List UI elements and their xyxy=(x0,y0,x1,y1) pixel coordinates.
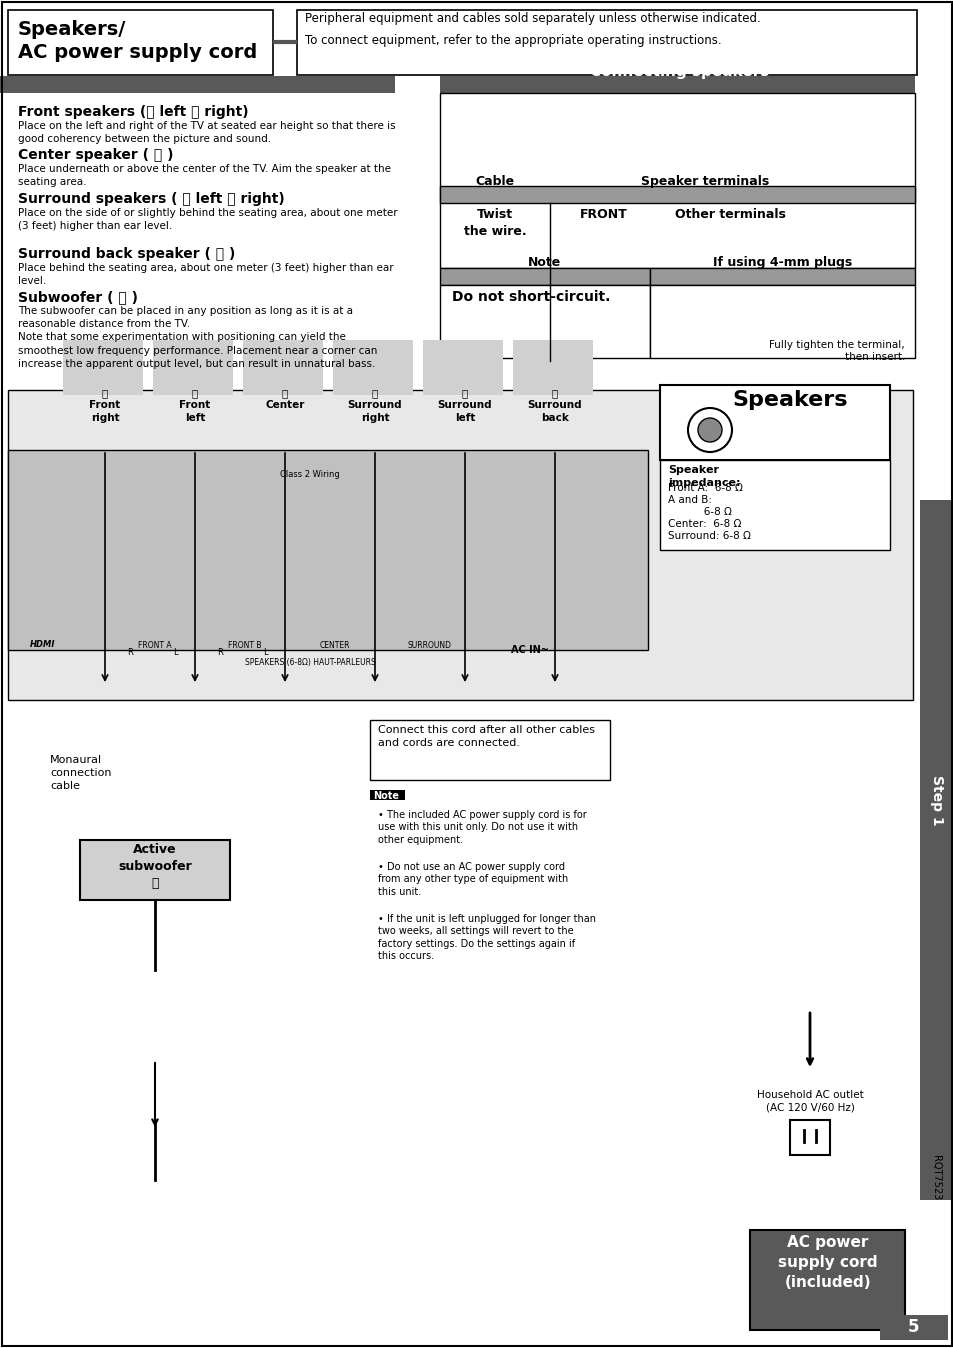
Text: Subwoofer ( Ⓖ ): Subwoofer ( Ⓖ ) xyxy=(18,290,138,305)
Text: L: L xyxy=(262,648,267,656)
Text: Place on the side of or slightly behind the seating area, about one meter
(3 fee: Place on the side of or slightly behind … xyxy=(18,208,397,232)
Text: Step 1: Step 1 xyxy=(929,775,943,825)
Text: Ⓐ
Front
left: Ⓐ Front left xyxy=(179,388,211,423)
Text: Ⓑ
Front
right: Ⓑ Front right xyxy=(90,388,120,423)
Text: Twist
the wire.: Twist the wire. xyxy=(463,208,526,239)
Text: Place behind the seating area, about one meter (3 feet) higher than ear
level.: Place behind the seating area, about one… xyxy=(18,263,394,286)
Bar xyxy=(439,75,914,93)
Text: Speakers/
AC power supply cord: Speakers/ AC power supply cord xyxy=(18,20,257,62)
Bar xyxy=(659,386,889,460)
Text: Center speaker ( Ⓒ ): Center speaker ( Ⓒ ) xyxy=(18,148,173,162)
Text: Surround: 6-8 Ω: Surround: 6-8 Ω xyxy=(667,531,750,541)
Text: Surround speakers ( Ⓓ left Ⓔ right): Surround speakers ( Ⓓ left Ⓔ right) xyxy=(18,191,284,206)
Text: AC power
supply cord
(included): AC power supply cord (included) xyxy=(778,1235,877,1290)
Text: Connecting speakers: Connecting speakers xyxy=(590,63,769,80)
FancyBboxPatch shape xyxy=(296,9,916,75)
Text: R: R xyxy=(217,648,223,656)
Bar xyxy=(879,1316,947,1340)
Text: Place underneath or above the center of the TV. Aim the speaker at the
seating a: Place underneath or above the center of … xyxy=(18,164,391,187)
Bar xyxy=(439,284,649,359)
Bar xyxy=(439,268,649,284)
Text: FRONT A: FRONT A xyxy=(138,642,172,650)
Circle shape xyxy=(687,408,731,452)
Text: Monaural
connection
cable: Monaural connection cable xyxy=(50,755,112,791)
Text: To connect equipment, refer to the appropriate operating instructions.: To connect equipment, refer to the appro… xyxy=(305,34,720,47)
Text: FRONT B: FRONT B xyxy=(228,642,261,650)
Text: • Do not use an AC power supply cord
from any other type of equipment with
this : • Do not use an AC power supply cord fro… xyxy=(377,861,568,896)
Text: Active
subwoofer
Ⓖ: Active subwoofer Ⓖ xyxy=(118,842,192,890)
Text: Other terminals: Other terminals xyxy=(674,208,784,221)
Bar xyxy=(8,390,912,700)
Bar xyxy=(919,500,953,1200)
Text: • If the unit is left unplugged for longer than
two weeks, all settings will rev: • If the unit is left unplugged for long… xyxy=(377,914,596,961)
Text: Do not short-circuit.: Do not short-circuit. xyxy=(452,290,610,305)
Bar xyxy=(63,340,143,395)
Text: If using 4-mm plugs: If using 4-mm plugs xyxy=(712,256,851,270)
Text: Speaker
impedance:: Speaker impedance: xyxy=(667,465,740,488)
Bar xyxy=(152,340,233,395)
Circle shape xyxy=(698,418,721,442)
Text: Place on the left and right of the TV at seated ear height so that there is
good: Place on the left and right of the TV at… xyxy=(18,121,395,144)
Text: Speakers: Speakers xyxy=(732,390,847,410)
Bar xyxy=(749,1229,904,1330)
Text: SPEAKERS (6-8Ω) HAUT-PARLEURS: SPEAKERS (6-8Ω) HAUT-PARLEURS xyxy=(244,658,375,667)
Bar xyxy=(649,284,914,359)
Bar xyxy=(649,268,914,284)
Text: Center:  6-8 Ω: Center: 6-8 Ω xyxy=(667,519,740,528)
Text: The subwoofer can be placed in any position as long as it is at a
reasonable dis: The subwoofer can be placed in any posit… xyxy=(18,306,377,369)
Bar xyxy=(370,790,405,799)
Text: R: R xyxy=(127,648,132,656)
Bar xyxy=(659,460,889,550)
Text: Ⓔ
Surround
right: Ⓔ Surround right xyxy=(347,388,402,423)
Text: CENTER: CENTER xyxy=(319,642,350,650)
Bar xyxy=(370,720,609,780)
Text: A and B:: A and B: xyxy=(667,495,711,506)
Text: Ⓒ
Center: Ⓒ Center xyxy=(265,388,304,410)
Bar xyxy=(8,450,647,650)
Text: 6-8 Ω: 6-8 Ω xyxy=(667,507,731,518)
Text: Front A:  6-8 Ω: Front A: 6-8 Ω xyxy=(667,483,742,493)
Text: Ⓓ
Surround
left: Ⓓ Surround left xyxy=(437,388,492,423)
Text: AC IN~: AC IN~ xyxy=(511,644,548,655)
Text: 5: 5 xyxy=(907,1318,919,1336)
Bar xyxy=(789,1120,829,1155)
Bar xyxy=(439,93,914,268)
Text: Ⓕ
Surround
back: Ⓕ Surround back xyxy=(527,388,581,423)
Bar xyxy=(243,340,323,395)
Text: Peripheral equipment and cables sold separately unless otherwise indicated.: Peripheral equipment and cables sold sep… xyxy=(305,12,760,26)
Bar xyxy=(513,340,593,395)
Bar xyxy=(439,186,914,204)
Text: SURROUND: SURROUND xyxy=(408,642,452,650)
Text: Speaker terminals: Speaker terminals xyxy=(640,175,768,187)
Text: L: L xyxy=(172,648,177,656)
Text: Note: Note xyxy=(528,256,561,270)
Text: Note: Note xyxy=(373,791,398,801)
Text: • The included AC power supply cord is for
use with this unit only. Do not use i: • The included AC power supply cord is f… xyxy=(377,810,586,845)
Text: Fully tighten the terminal,
then insert.: Fully tighten the terminal, then insert. xyxy=(768,340,904,363)
Text: FRONT: FRONT xyxy=(579,208,627,221)
Text: Connect this cord after all other cables
and cords are connected.: Connect this cord after all other cables… xyxy=(377,725,595,748)
Bar xyxy=(333,340,413,395)
FancyBboxPatch shape xyxy=(8,9,273,75)
Text: Front speakers (Ⓐ left Ⓑ right): Front speakers (Ⓐ left Ⓑ right) xyxy=(18,105,249,119)
Text: RQT7523: RQT7523 xyxy=(930,1155,940,1200)
Text: Cable: Cable xyxy=(475,175,514,187)
Text: Class 2 Wiring: Class 2 Wiring xyxy=(280,470,339,479)
Bar xyxy=(0,75,395,93)
Bar xyxy=(422,340,502,395)
FancyBboxPatch shape xyxy=(80,840,230,900)
Text: Surround back speaker ( Ⓕ ): Surround back speaker ( Ⓕ ) xyxy=(18,247,235,262)
Text: HDMI: HDMI xyxy=(30,640,55,648)
Text: Household AC outlet
(AC 120 V/60 Hz): Household AC outlet (AC 120 V/60 Hz) xyxy=(756,1091,862,1112)
